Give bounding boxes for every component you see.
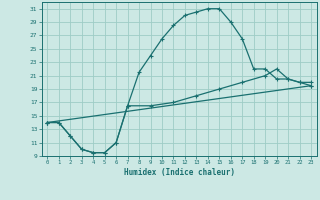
X-axis label: Humidex (Indice chaleur): Humidex (Indice chaleur) [124,168,235,177]
